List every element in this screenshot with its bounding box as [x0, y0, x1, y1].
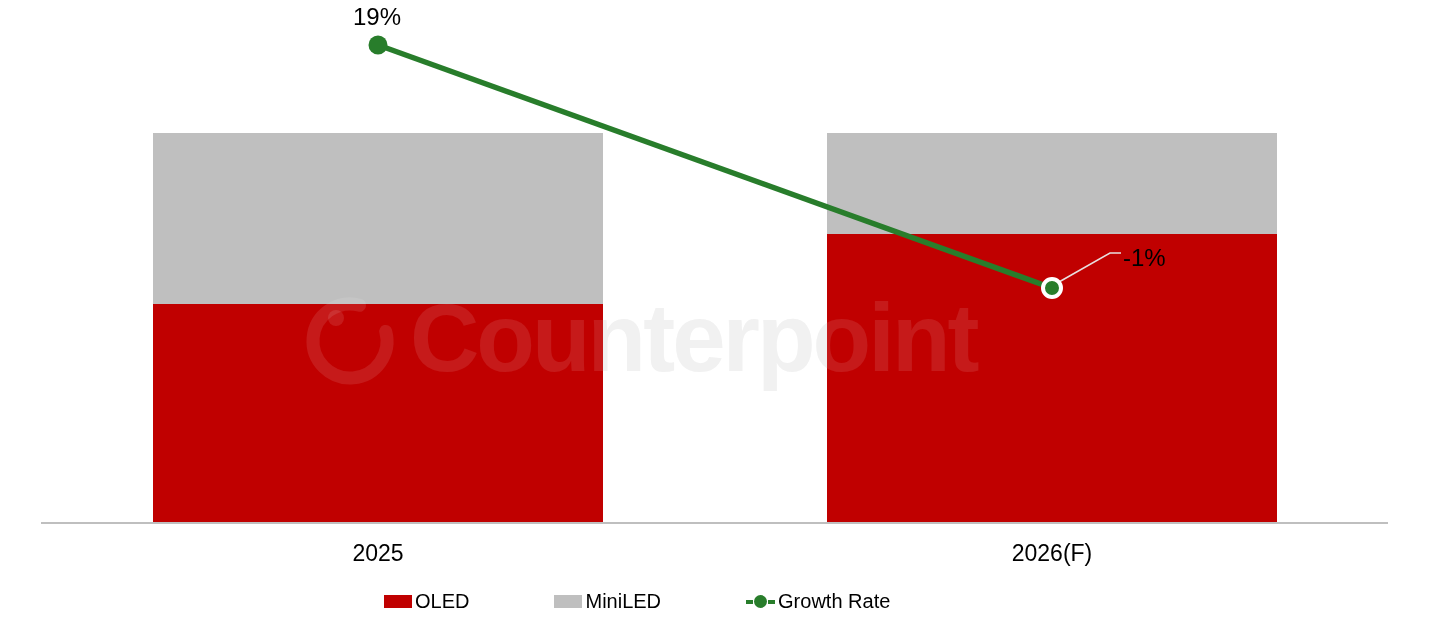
legend-item-growth-rate: Growth Rate — [746, 590, 890, 613]
miniled-swatch-icon — [554, 595, 582, 608]
x-tick-2026f: 2026(F) — [1012, 540, 1093, 567]
legend: OLED MiniLED Growth Rate — [384, 590, 890, 613]
oled-swatch-icon — [384, 595, 412, 608]
marker-dash-segment — [746, 600, 753, 604]
growth-point-label-2025: 19% — [353, 3, 401, 31]
legend-label-miniled: MiniLED — [585, 590, 661, 613]
legend-label-oled: OLED — [415, 590, 469, 613]
marker-dot-segment — [754, 595, 767, 608]
legend-item-oled: OLED — [384, 590, 469, 613]
marker-dash-segment — [768, 600, 775, 604]
growth-rate-line — [378, 45, 1052, 288]
growth-rate-marker-icon — [746, 595, 775, 608]
growth-point-2025 — [369, 36, 388, 55]
callout-leader-line — [1059, 253, 1121, 282]
growth-point-2026 — [1043, 279, 1061, 297]
legend-label-growth-rate: Growth Rate — [778, 590, 890, 613]
x-tick-2025: 2025 — [352, 540, 403, 567]
growth-line-layer — [0, 0, 1440, 633]
growth-point-label-2026: -1% — [1123, 244, 1166, 272]
legend-item-miniled: MiniLED — [554, 590, 661, 613]
chart-canvas: Counterpoint Counterpoint 19% -1% 2025 2… — [0, 0, 1440, 633]
